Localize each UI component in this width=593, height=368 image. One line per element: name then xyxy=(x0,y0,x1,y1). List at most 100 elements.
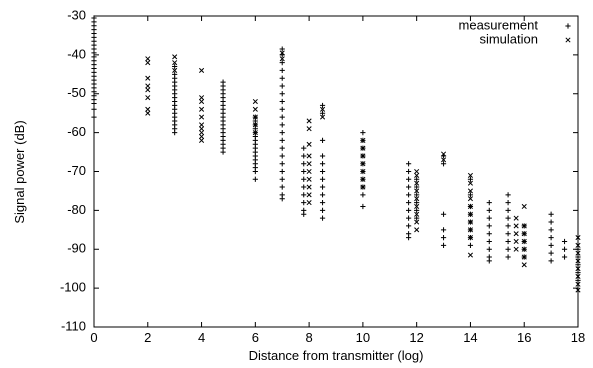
measurement-point xyxy=(360,192,366,198)
simulation-point xyxy=(145,87,151,93)
simulation-point xyxy=(306,153,312,159)
measurement-point xyxy=(279,122,285,128)
measurement-point xyxy=(252,176,258,182)
simulation-point xyxy=(521,262,527,268)
measurement-point xyxy=(406,192,412,198)
measurement-point xyxy=(279,184,285,190)
simulation-point xyxy=(306,161,312,167)
measurement-point xyxy=(279,75,285,81)
measurement-point xyxy=(406,215,412,221)
simulation-point xyxy=(306,200,312,206)
measurement-point xyxy=(406,176,412,182)
measurement-point xyxy=(486,200,492,206)
y-tick-label: -80 xyxy=(67,202,86,217)
measurement-point xyxy=(91,100,97,107)
measurement-point xyxy=(91,106,97,112)
simulation-point xyxy=(252,106,258,112)
measurement-point xyxy=(486,246,492,252)
simulation-point xyxy=(360,168,366,175)
y-tick-label: -70 xyxy=(67,163,86,178)
x-tick-label: 6 xyxy=(252,330,259,345)
measurement-point xyxy=(548,250,554,256)
simulation-point xyxy=(575,258,581,264)
measurement-point xyxy=(279,98,285,105)
measurement-point xyxy=(319,168,326,175)
simulation-point xyxy=(360,184,366,190)
simulation-point xyxy=(575,250,581,256)
measurement-point xyxy=(301,192,307,198)
measurement-point xyxy=(575,262,581,268)
simulation-point xyxy=(513,246,519,252)
simulation-point xyxy=(306,118,312,124)
simulation-point xyxy=(441,151,447,157)
measurement-point xyxy=(279,168,285,175)
measurement-point xyxy=(279,145,285,151)
simulation-point xyxy=(360,145,366,151)
simulation-point xyxy=(575,273,581,280)
simulation-point xyxy=(513,238,519,245)
simulation-point xyxy=(414,211,420,217)
measurement-point xyxy=(220,149,226,155)
simulation-point xyxy=(145,75,151,81)
measurement-point xyxy=(319,176,326,182)
simulation-point xyxy=(306,141,312,147)
simulation-point xyxy=(521,231,527,237)
measurement-point xyxy=(406,184,412,190)
x-axis-label: Distance from transmitter (log) xyxy=(249,348,424,363)
measurement-point xyxy=(360,130,366,136)
simulation-point xyxy=(145,106,151,112)
measurement-point xyxy=(172,130,178,136)
measurement-point xyxy=(279,46,285,52)
simulation-point xyxy=(521,254,527,260)
simulation-point xyxy=(145,60,151,66)
measurement-point xyxy=(575,269,581,276)
measurement-point xyxy=(561,246,568,252)
measurement-point xyxy=(486,207,492,213)
measurement-point xyxy=(301,153,307,159)
simulation-point xyxy=(575,266,581,272)
measurement-point xyxy=(414,184,420,190)
simulation-point xyxy=(521,238,527,245)
measurement-point xyxy=(406,168,412,175)
measurement-point xyxy=(548,227,554,233)
x-tick-label: 0 xyxy=(90,330,97,345)
simulation-point xyxy=(467,172,473,178)
measurement-point xyxy=(301,184,307,190)
measurement-point xyxy=(319,192,326,198)
measurement-point xyxy=(406,207,412,213)
simulation-point xyxy=(467,188,473,194)
measurement-point xyxy=(319,102,326,109)
measurement-point xyxy=(319,161,326,167)
measurement-point xyxy=(301,211,307,217)
measurement-point xyxy=(505,200,511,206)
measurement-point xyxy=(279,60,285,66)
simulation-point xyxy=(320,106,326,112)
measurement-point xyxy=(561,254,568,260)
measurement-point xyxy=(301,176,307,182)
measurement-point xyxy=(279,196,285,202)
measurement-point xyxy=(301,145,307,151)
measurement-point xyxy=(486,231,492,237)
measurement-point xyxy=(414,207,420,213)
y-tick-label: -60 xyxy=(67,124,86,139)
simulation-point xyxy=(467,180,473,186)
simulation-point xyxy=(199,133,205,140)
y-tick-label: -110 xyxy=(61,318,86,333)
x-tick-label: 16 xyxy=(517,330,531,345)
measurement-point xyxy=(575,254,581,260)
x-tick-label: 18 xyxy=(571,330,585,345)
measurement-point xyxy=(279,91,285,97)
series-simulation xyxy=(145,50,581,293)
measurement-point xyxy=(319,215,326,221)
measurement-point xyxy=(319,200,326,206)
simulation-point xyxy=(575,235,581,241)
simulation-point xyxy=(360,137,366,143)
series-measurement xyxy=(91,15,581,283)
measurement-point xyxy=(406,200,412,206)
simulation-point xyxy=(145,95,151,101)
measurement-point xyxy=(467,192,474,198)
simulation-point xyxy=(172,54,178,60)
measurement-point xyxy=(548,219,554,225)
plot-frame xyxy=(93,15,579,328)
simulation-point xyxy=(252,114,258,120)
